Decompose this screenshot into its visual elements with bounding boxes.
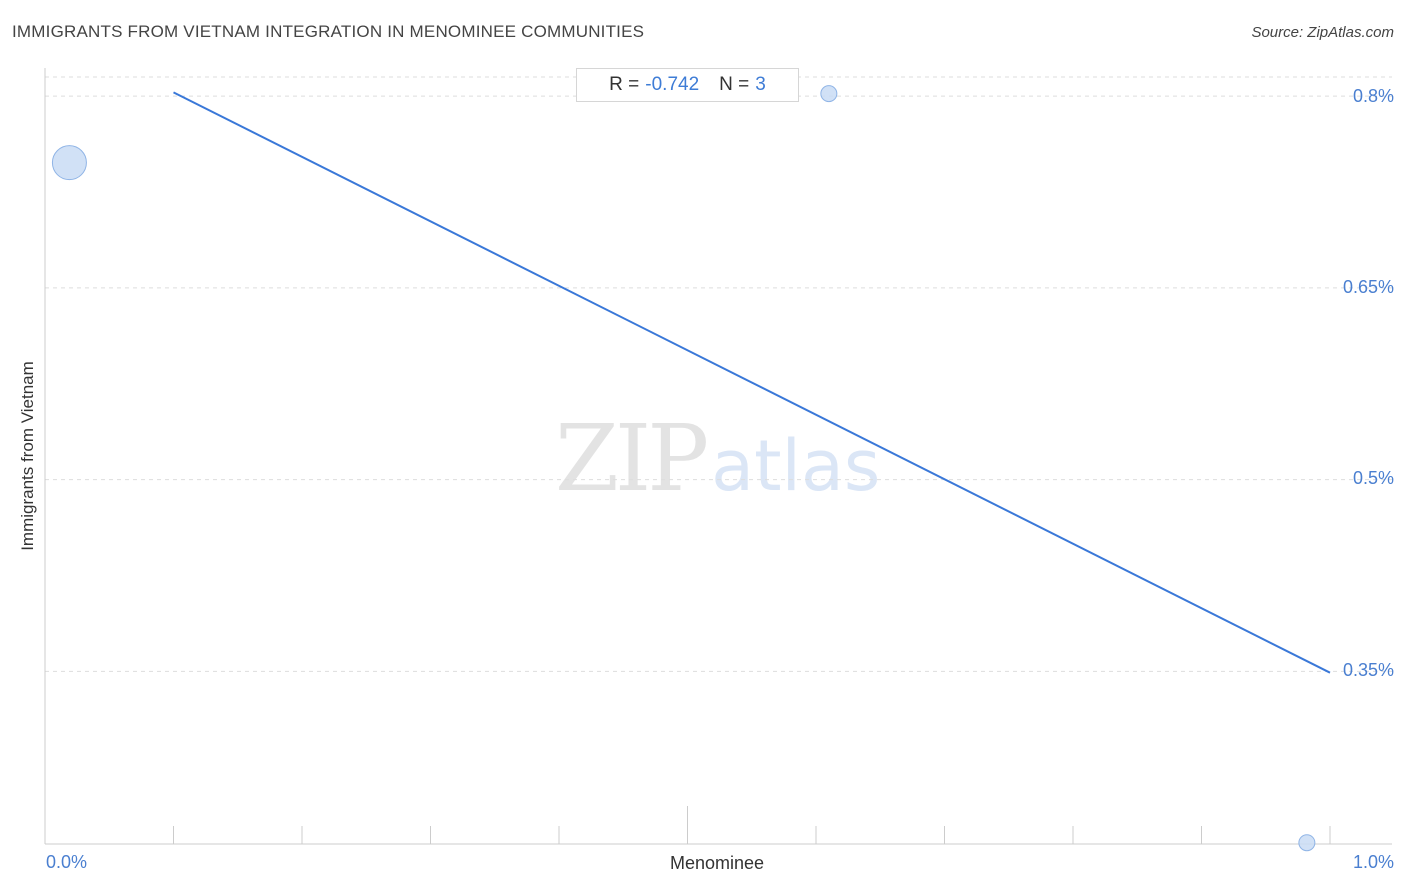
y-tick-label: 0.8% xyxy=(1352,86,1394,106)
data-point xyxy=(1298,834,1316,852)
data-point xyxy=(820,85,838,103)
y-tick-label: 0.65% xyxy=(1342,277,1394,297)
x-axis-label: Menominee xyxy=(669,853,765,873)
trend-line xyxy=(173,91,1331,674)
chart-title: IMMIGRANTS FROM VIETNAM INTEGRATION IN M… xyxy=(12,22,645,41)
source-credit: Source: ZipAtlas.com xyxy=(1251,24,1394,41)
watermark-atlas: atlas xyxy=(711,425,881,507)
stats-box: R = -0.742 N = 3 xyxy=(576,68,799,102)
watermark: ZIPatlas xyxy=(555,405,880,512)
y-axis-label: Immigrants from Vietnam xyxy=(18,361,37,551)
n-value: 3 xyxy=(755,74,766,95)
y-tick-label: 0.5% xyxy=(1352,468,1394,488)
data-point xyxy=(51,145,87,181)
r-value: -0.742 xyxy=(645,74,700,95)
x-tick-label-min: 0.0% xyxy=(46,852,88,872)
y-tick-label: 0.35% xyxy=(1342,660,1394,680)
x-tick-label-max: 1.0% xyxy=(1352,852,1394,872)
r-label: R = xyxy=(609,74,640,95)
n-label: N = xyxy=(719,74,750,95)
watermark-zip: ZIP xyxy=(555,405,709,512)
